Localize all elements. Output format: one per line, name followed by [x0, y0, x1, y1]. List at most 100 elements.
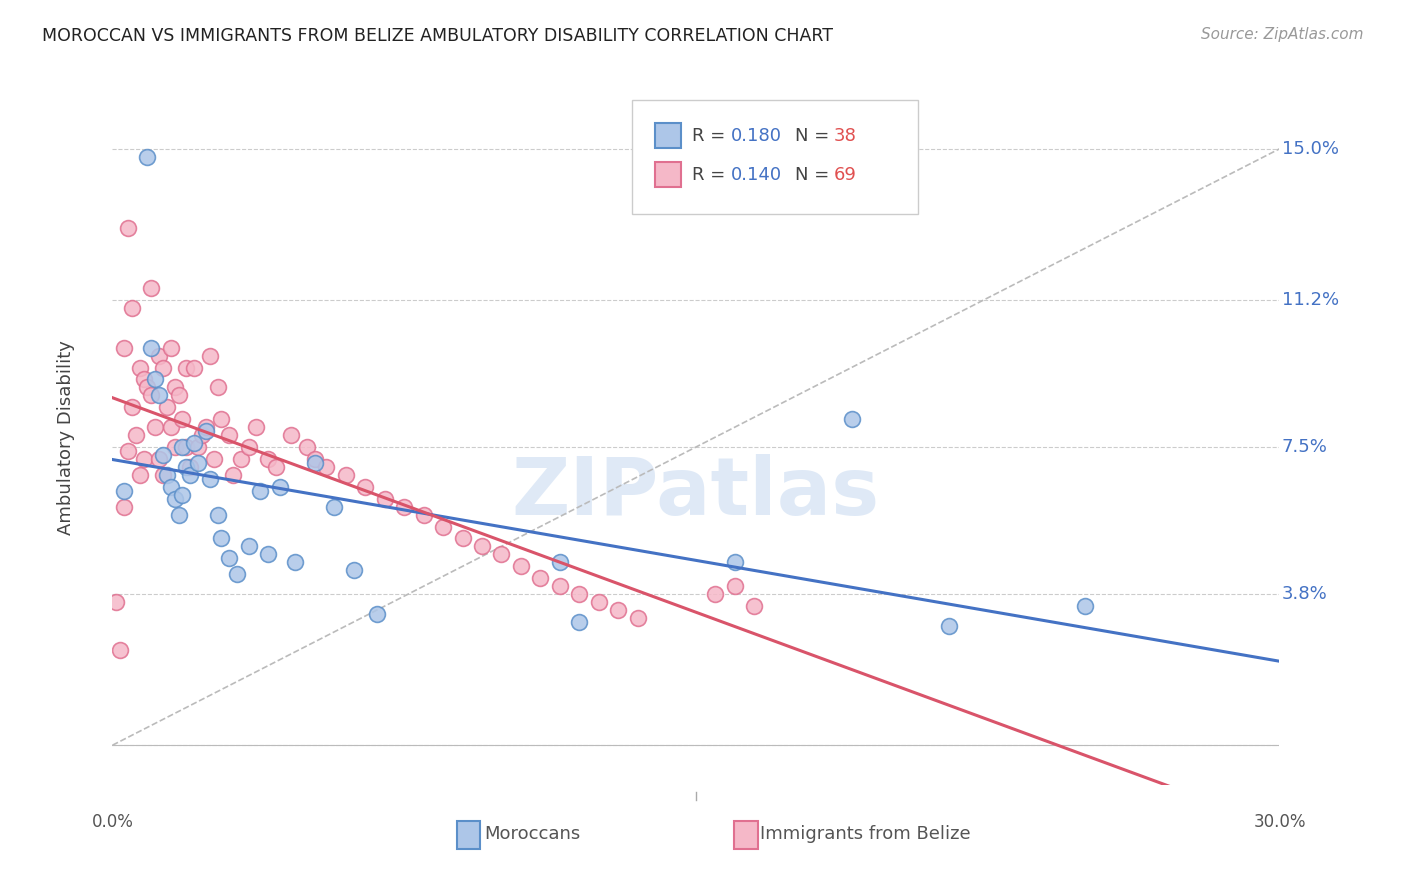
- Point: [451, 532, 474, 546]
- Point: [194, 420, 217, 434]
- Point: [143, 372, 166, 386]
- Point: [156, 401, 179, 415]
- Point: [136, 150, 159, 164]
- Point: [323, 500, 346, 514]
- Point: [198, 472, 221, 486]
- Point: [202, 452, 225, 467]
- Point: [209, 412, 232, 426]
- Point: [471, 540, 494, 554]
- Text: 0.140: 0.140: [731, 166, 782, 184]
- FancyBboxPatch shape: [734, 822, 758, 849]
- Text: Ambulatory Disability: Ambulatory Disability: [56, 340, 75, 534]
- Point: [187, 440, 209, 454]
- Point: [167, 508, 190, 522]
- Point: [394, 500, 416, 514]
- Point: [304, 456, 326, 470]
- Point: [269, 480, 291, 494]
- Point: [176, 440, 198, 454]
- Point: [183, 360, 205, 375]
- FancyBboxPatch shape: [655, 162, 681, 187]
- Point: [724, 555, 747, 569]
- Point: [152, 448, 174, 462]
- FancyBboxPatch shape: [457, 822, 479, 849]
- Point: [187, 456, 209, 470]
- Point: [141, 388, 163, 402]
- Point: [218, 551, 240, 566]
- Point: [179, 459, 201, 474]
- Point: [117, 221, 139, 235]
- Point: [1074, 599, 1097, 613]
- Point: [280, 428, 302, 442]
- Point: [491, 547, 513, 561]
- Point: [343, 563, 366, 577]
- Point: [191, 428, 214, 442]
- Point: [121, 401, 143, 415]
- Text: Moroccans: Moroccans: [485, 825, 581, 843]
- Text: 38: 38: [834, 127, 856, 145]
- Point: [160, 480, 183, 494]
- Text: MOROCCAN VS IMMIGRANTS FROM BELIZE AMBULATORY DISABILITY CORRELATION CHART: MOROCCAN VS IMMIGRANTS FROM BELIZE AMBUL…: [42, 27, 834, 45]
- Point: [152, 360, 174, 375]
- Point: [218, 428, 240, 442]
- Point: [354, 480, 377, 494]
- Point: [264, 459, 287, 474]
- Point: [163, 380, 186, 394]
- Point: [148, 388, 170, 402]
- Text: Source: ZipAtlas.com: Source: ZipAtlas.com: [1201, 27, 1364, 42]
- Point: [132, 372, 155, 386]
- Point: [257, 547, 280, 561]
- Point: [724, 579, 747, 593]
- Text: 69: 69: [834, 166, 856, 184]
- Point: [295, 440, 318, 454]
- Point: [588, 595, 610, 609]
- Point: [207, 380, 229, 394]
- Point: [183, 436, 205, 450]
- Point: [704, 587, 727, 601]
- Point: [163, 440, 186, 454]
- Point: [374, 491, 396, 506]
- Point: [194, 424, 217, 438]
- Point: [160, 420, 183, 434]
- FancyBboxPatch shape: [631, 100, 918, 214]
- Point: [112, 483, 135, 498]
- Point: [160, 341, 183, 355]
- Point: [568, 587, 591, 601]
- Point: [207, 508, 229, 522]
- Point: [167, 388, 190, 402]
- Point: [744, 599, 766, 613]
- Point: [366, 607, 388, 621]
- Point: [198, 349, 221, 363]
- Point: [152, 467, 174, 482]
- Point: [548, 579, 571, 593]
- Text: 3.8%: 3.8%: [1282, 585, 1327, 603]
- Text: 30.0%: 30.0%: [1253, 813, 1306, 830]
- Point: [432, 519, 454, 533]
- Point: [412, 508, 434, 522]
- Point: [607, 603, 630, 617]
- Point: [529, 571, 551, 585]
- Point: [209, 532, 232, 546]
- Point: [141, 281, 163, 295]
- Point: [179, 467, 201, 482]
- Point: [117, 444, 139, 458]
- Point: [143, 420, 166, 434]
- Point: [548, 555, 571, 569]
- Point: [335, 467, 357, 482]
- Point: [156, 467, 179, 482]
- Point: [627, 611, 650, 625]
- Point: [112, 500, 135, 514]
- Point: [105, 595, 128, 609]
- Point: [121, 301, 143, 315]
- Point: [141, 341, 163, 355]
- Point: [245, 420, 267, 434]
- Point: [176, 459, 198, 474]
- Text: 0.180: 0.180: [731, 127, 782, 145]
- Point: [172, 488, 194, 502]
- Text: R =: R =: [693, 166, 731, 184]
- Point: [938, 619, 960, 633]
- Point: [128, 360, 150, 375]
- Point: [284, 555, 307, 569]
- Point: [148, 349, 170, 363]
- Text: Immigrants from Belize: Immigrants from Belize: [759, 825, 970, 843]
- Text: 7.5%: 7.5%: [1282, 438, 1327, 456]
